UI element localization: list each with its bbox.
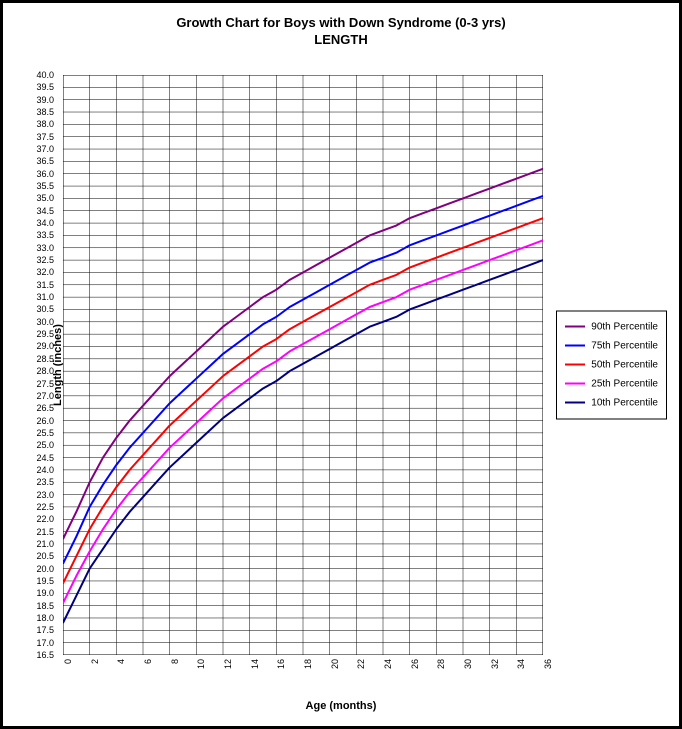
y-tick-label: 25.0 bbox=[36, 440, 54, 450]
x-tick-label: 12 bbox=[223, 659, 233, 669]
y-tick-label: 17.0 bbox=[36, 638, 54, 648]
y-tick-label: 21.0 bbox=[36, 539, 54, 549]
x-tick-label: 2 bbox=[90, 659, 100, 664]
y-tick-label: 19.0 bbox=[36, 588, 54, 598]
y-tick-label: 18.5 bbox=[36, 601, 54, 611]
y-tick-label: 17.5 bbox=[36, 625, 54, 635]
y-tick-label: 27.5 bbox=[36, 379, 54, 389]
y-tick-label: 28.5 bbox=[36, 354, 54, 364]
y-tick-label: 33.5 bbox=[36, 230, 54, 240]
legend-label: 25th Percentile bbox=[591, 378, 658, 389]
y-tick-label: 38.0 bbox=[36, 119, 54, 129]
x-tick-label: 10 bbox=[196, 659, 206, 669]
y-tick-label: 30.5 bbox=[36, 304, 54, 314]
y-tick-label: 39.5 bbox=[36, 82, 54, 92]
y-tick-label: 33.0 bbox=[36, 243, 54, 253]
legend-swatch bbox=[565, 402, 585, 404]
y-tick-label: 26.0 bbox=[36, 416, 54, 426]
y-tick-label: 30.0 bbox=[36, 317, 54, 327]
y-tick-label: 31.5 bbox=[36, 280, 54, 290]
y-tick-label: 39.0 bbox=[36, 95, 54, 105]
x-tick-label: 26 bbox=[410, 659, 420, 669]
legend-row: 50th Percentile bbox=[565, 355, 658, 374]
y-tick-label: 23.5 bbox=[36, 477, 54, 487]
y-tick-label: 34.5 bbox=[36, 206, 54, 216]
legend-row: 10th Percentile bbox=[565, 393, 658, 412]
y-tick-label: 20.0 bbox=[36, 564, 54, 574]
y-tick-label: 24.0 bbox=[36, 465, 54, 475]
chart-frame: Growth Chart for Boys with Down Syndrome… bbox=[0, 0, 682, 729]
y-tick-label: 22.0 bbox=[36, 514, 54, 524]
x-tick-label: 36 bbox=[543, 659, 553, 669]
x-tick-label: 22 bbox=[356, 659, 366, 669]
y-tick-label: 25.5 bbox=[36, 428, 54, 438]
y-tick-label: 31.0 bbox=[36, 292, 54, 302]
y-tick-label: 21.5 bbox=[36, 527, 54, 537]
legend-swatch bbox=[565, 364, 585, 366]
x-tick-label: 30 bbox=[463, 659, 473, 669]
x-tick-label: 0 bbox=[63, 659, 73, 664]
x-tick-label: 32 bbox=[490, 659, 500, 669]
x-tick-label: 6 bbox=[143, 659, 153, 664]
y-tick-label: 19.5 bbox=[36, 576, 54, 586]
x-tick-label: 14 bbox=[250, 659, 260, 669]
y-tick-label: 18.0 bbox=[36, 613, 54, 623]
y-tick-label: 37.0 bbox=[36, 144, 54, 154]
legend-swatch bbox=[565, 326, 585, 328]
legend: 90th Percentile 75th Percentile 50th Perce… bbox=[556, 310, 667, 419]
legend-swatch bbox=[565, 383, 585, 385]
y-tick-label: 29.5 bbox=[36, 329, 54, 339]
x-tick-label: 16 bbox=[276, 659, 286, 669]
legend-label: 50th Percentile bbox=[591, 359, 658, 370]
legend-label: 75th Percentile bbox=[591, 340, 658, 351]
legend-row: 75th Percentile bbox=[565, 336, 658, 355]
chart-area: Length (inches) 16.517.017.518.018.519.0… bbox=[3, 3, 679, 726]
x-tick-label: 8 bbox=[170, 659, 180, 664]
y-tick-label: 28.0 bbox=[36, 366, 54, 376]
y-tick-label: 29.0 bbox=[36, 341, 54, 351]
x-tick-label: 20 bbox=[330, 659, 340, 669]
x-axis-label: Age (months) bbox=[306, 700, 377, 712]
y-tick-label: 36.5 bbox=[36, 156, 54, 166]
y-tick-label: 22.5 bbox=[36, 502, 54, 512]
y-tick-label: 34.0 bbox=[36, 218, 54, 228]
x-tick-label: 4 bbox=[116, 659, 126, 664]
y-tick-label: 32.0 bbox=[36, 267, 54, 277]
legend-row: 25th Percentile bbox=[565, 374, 658, 393]
y-tick-label: 40.0 bbox=[36, 70, 54, 80]
y-tick-label: 16.5 bbox=[36, 650, 54, 660]
y-tick-label: 32.5 bbox=[36, 255, 54, 265]
x-tick-label: 18 bbox=[303, 659, 313, 669]
y-tick-label: 35.5 bbox=[36, 181, 54, 191]
y-tick-label: 27.0 bbox=[36, 391, 54, 401]
x-tick-label: 28 bbox=[436, 659, 446, 669]
y-tick-label: 23.0 bbox=[36, 490, 54, 500]
y-tick-label: 26.5 bbox=[36, 403, 54, 413]
y-tick-label: 24.5 bbox=[36, 453, 54, 463]
legend-label: 90th Percentile bbox=[591, 321, 658, 332]
y-tick-label: 38.5 bbox=[36, 107, 54, 117]
legend-swatch bbox=[565, 345, 585, 347]
y-tick-label: 35.0 bbox=[36, 193, 54, 203]
legend-label: 10th Percentile bbox=[591, 397, 658, 408]
y-tick-label: 20.5 bbox=[36, 551, 54, 561]
plot-svg bbox=[63, 75, 543, 655]
legend-row: 90th Percentile bbox=[565, 317, 658, 336]
x-tick-label: 34 bbox=[516, 659, 526, 669]
y-tick-label: 36.0 bbox=[36, 169, 54, 179]
x-tick-label: 24 bbox=[383, 659, 393, 669]
y-tick-label: 37.5 bbox=[36, 132, 54, 142]
